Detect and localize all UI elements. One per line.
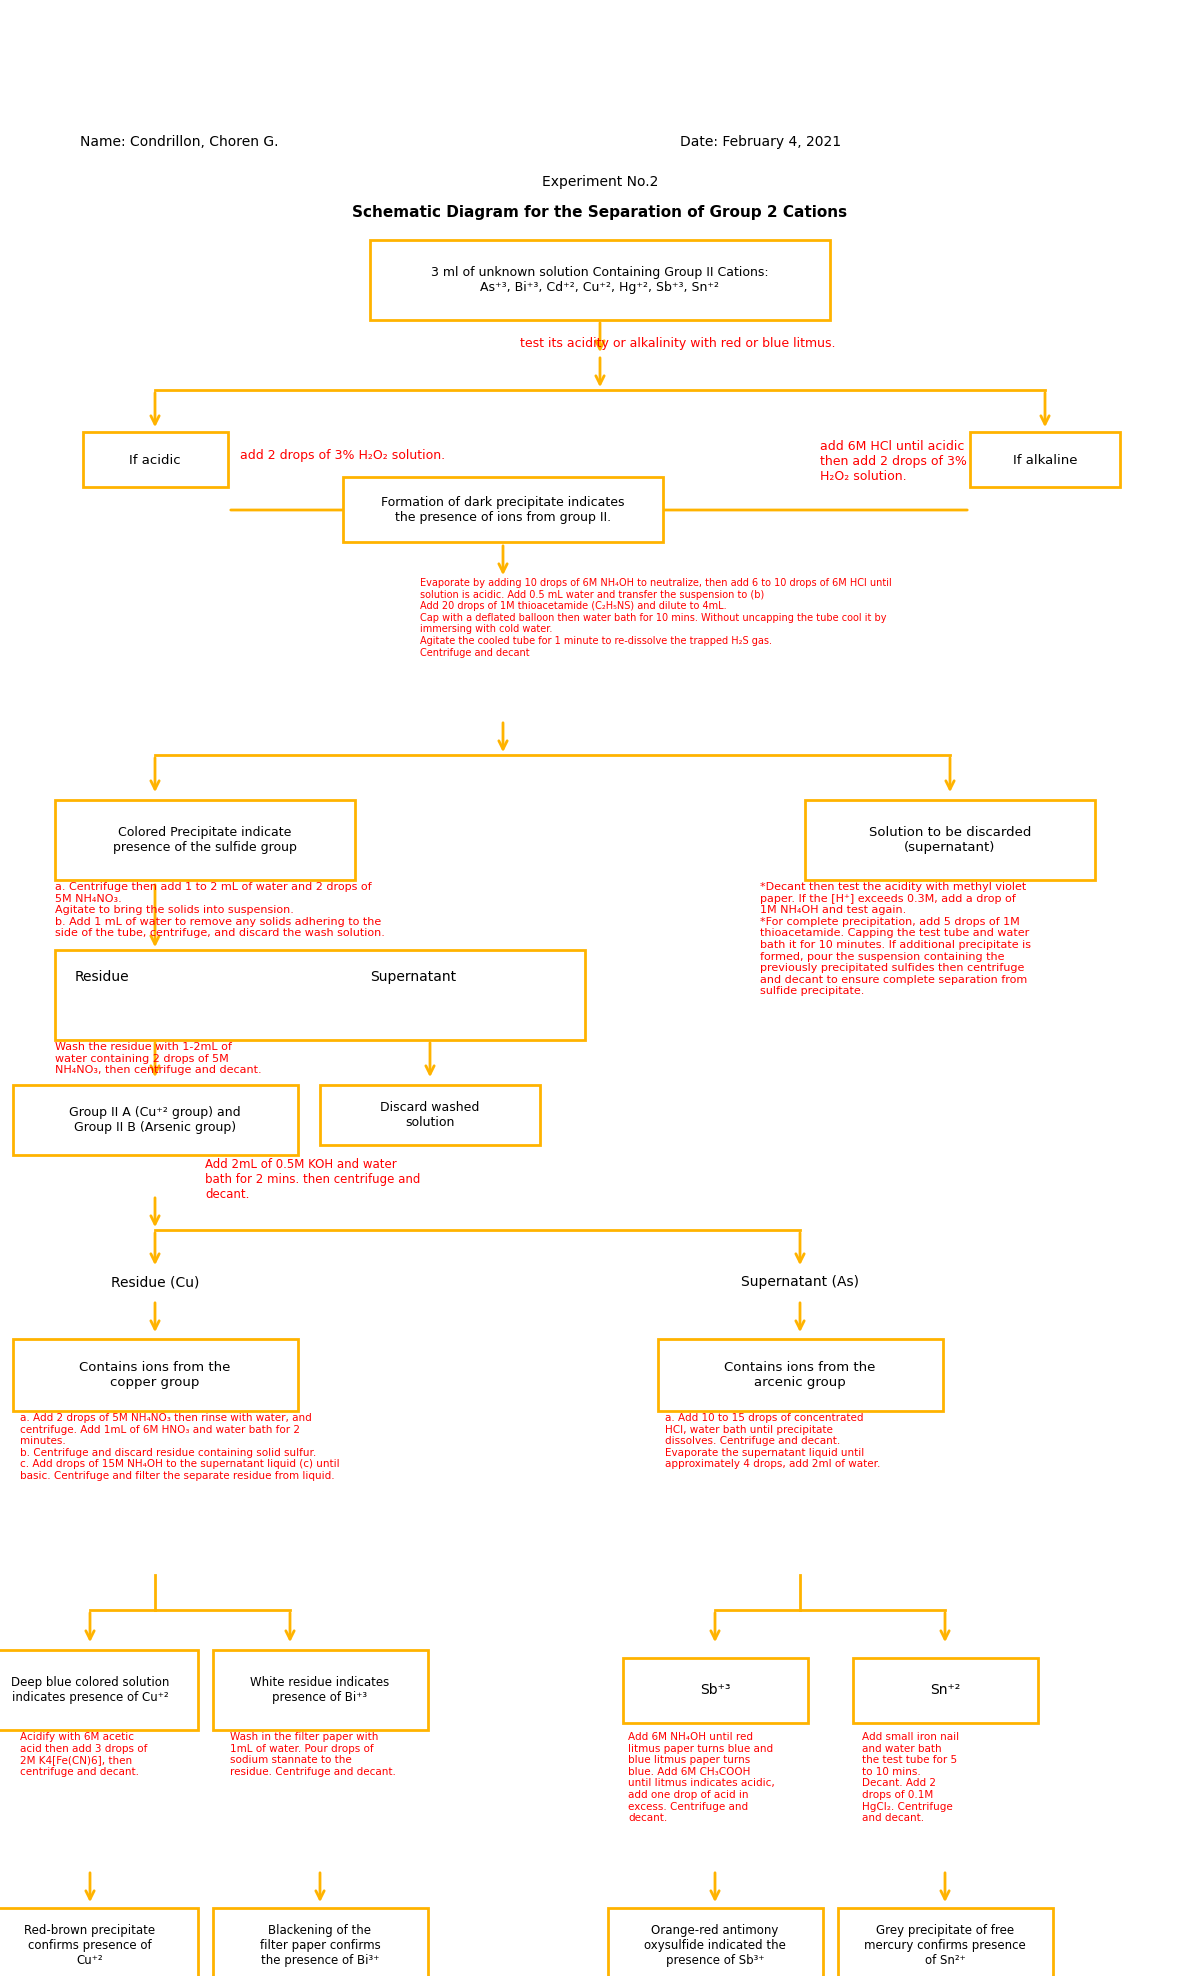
- FancyBboxPatch shape: [212, 1907, 427, 1976]
- FancyBboxPatch shape: [0, 1907, 198, 1976]
- FancyBboxPatch shape: [623, 1658, 808, 1723]
- Text: Add 2mL of 0.5M KOH and water
bath for 2 mins. then centrifuge and
decant.: Add 2mL of 0.5M KOH and water bath for 2…: [205, 1158, 420, 1201]
- FancyBboxPatch shape: [852, 1658, 1038, 1723]
- FancyBboxPatch shape: [370, 239, 830, 320]
- FancyBboxPatch shape: [212, 1650, 427, 1731]
- Text: add 6M HCl until acidic
then add 2 drops of 3%
H₂O₂ solution.: add 6M HCl until acidic then add 2 drops…: [820, 441, 967, 482]
- Text: Supernatant (As): Supernatant (As): [742, 1275, 859, 1288]
- Text: Deep blue colored solution
indicates presence of Cu⁺²: Deep blue colored solution indicates pre…: [11, 1676, 169, 1703]
- Text: White residue indicates
presence of Bi⁺³: White residue indicates presence of Bi⁺³: [251, 1676, 390, 1703]
- Text: Formation of dark precipitate indicates
the presence of ions from group II.: Formation of dark precipitate indicates …: [382, 496, 625, 524]
- Text: If alkaline: If alkaline: [1013, 454, 1078, 466]
- Text: Sn⁺²: Sn⁺²: [930, 1684, 960, 1697]
- Text: Contains ions from the
arcenic group: Contains ions from the arcenic group: [725, 1361, 876, 1389]
- Text: a. Add 10 to 15 drops of concentrated
HCl, water bath until precipitate
dissolve: a. Add 10 to 15 drops of concentrated HC…: [665, 1413, 881, 1470]
- Text: Wash in the filter paper with
1mL of water. Pour drops of
sodium stannate to the: Wash in the filter paper with 1mL of wat…: [230, 1733, 396, 1776]
- FancyBboxPatch shape: [55, 800, 355, 879]
- Text: Experiment No.2: Experiment No.2: [542, 176, 658, 190]
- FancyBboxPatch shape: [0, 1650, 198, 1731]
- Text: Residue: Residue: [74, 970, 130, 984]
- Text: Orange-red antimony
oxysulfide indicated the
presence of Sb³⁺: Orange-red antimony oxysulfide indicated…: [644, 1923, 786, 1966]
- Text: Acidify with 6M acetic
acid then add 3 drops of
2M K4[Fe(CN)6], then
centrifuge : Acidify with 6M acetic acid then add 3 d…: [20, 1733, 148, 1776]
- FancyBboxPatch shape: [343, 478, 662, 543]
- FancyBboxPatch shape: [320, 1085, 540, 1144]
- Text: Supernatant: Supernatant: [370, 970, 456, 984]
- Text: Date: February 4, 2021: Date: February 4, 2021: [680, 134, 841, 148]
- Text: Group II A (Cu⁺² group) and
Group II B (Arsenic group): Group II A (Cu⁺² group) and Group II B (…: [70, 1107, 241, 1134]
- Text: Evaporate by adding 10 drops of 6M NH₄OH to neutralize, then add 6 to 10 drops o: Evaporate by adding 10 drops of 6M NH₄OH…: [420, 579, 892, 658]
- Text: Blackening of the
filter paper confirms
the presence of Bi³⁺: Blackening of the filter paper confirms …: [259, 1923, 380, 1966]
- Text: Sb⁺³: Sb⁺³: [700, 1684, 731, 1697]
- FancyBboxPatch shape: [805, 800, 1096, 879]
- FancyBboxPatch shape: [12, 1085, 298, 1156]
- Text: Wash the residue with 1-2mL of
water containing 2 drops of 5M
NH₄NO₃, then centr: Wash the residue with 1-2mL of water con…: [55, 1041, 262, 1075]
- Text: If acidic: If acidic: [130, 454, 181, 466]
- Text: 3 ml of unknown solution Containing Group II Cations:
As⁺³, Bi⁺³, Cd⁺², Cu⁺², Hg: 3 ml of unknown solution Containing Grou…: [431, 267, 769, 294]
- Text: Schematic Diagram for the Separation of Group 2 Cations: Schematic Diagram for the Separation of …: [353, 206, 847, 219]
- FancyBboxPatch shape: [970, 433, 1120, 488]
- Text: *Decant then test the acidity with methyl violet
paper. If the [H⁺] exceeds 0.3M: *Decant then test the acidity with methy…: [760, 881, 1031, 996]
- Text: Contains ions from the
copper group: Contains ions from the copper group: [79, 1361, 230, 1389]
- FancyBboxPatch shape: [607, 1907, 822, 1976]
- FancyBboxPatch shape: [12, 1340, 298, 1411]
- Text: Add 6M NH₄OH until red
litmus paper turns blue and
blue litmus paper turns
blue.: Add 6M NH₄OH until red litmus paper turn…: [628, 1733, 775, 1824]
- Text: Name: Condrillon, Choren G.: Name: Condrillon, Choren G.: [80, 134, 278, 148]
- Text: Add small iron nail
and water bath
the test tube for 5
to 10 mins.
Decant. Add 2: Add small iron nail and water bath the t…: [862, 1733, 959, 1824]
- Text: Grey precipitate of free
mercury confirms presence
of Sn²⁺: Grey precipitate of free mercury confirm…: [864, 1923, 1026, 1966]
- Text: add 2 drops of 3% H₂O₂ solution.: add 2 drops of 3% H₂O₂ solution.: [240, 449, 445, 462]
- Text: a. Add 2 drops of 5M NH₄NO₃ then rinse with water, and
centrifuge. Add 1mL of 6M: a. Add 2 drops of 5M NH₄NO₃ then rinse w…: [20, 1413, 340, 1480]
- Text: test its acidity or alkalinity with red or blue litmus.: test its acidity or alkalinity with red …: [520, 336, 835, 350]
- FancyBboxPatch shape: [55, 950, 586, 1039]
- FancyBboxPatch shape: [838, 1907, 1052, 1976]
- FancyBboxPatch shape: [658, 1340, 942, 1411]
- Text: a. Centrifuge then add 1 to 2 mL of water and 2 drops of
5M NH₄NO₃.
Agitate to b: a. Centrifuge then add 1 to 2 mL of wate…: [55, 881, 385, 939]
- Text: Residue (Cu): Residue (Cu): [110, 1275, 199, 1288]
- FancyBboxPatch shape: [83, 433, 228, 488]
- Text: Discard washed
solution: Discard washed solution: [380, 1101, 480, 1128]
- Text: Colored Precipitate indicate
presence of the sulfide group: Colored Precipitate indicate presence of…: [113, 826, 296, 854]
- Text: Solution to be discarded
(supernatant): Solution to be discarded (supernatant): [869, 826, 1031, 854]
- Text: Red-brown precipitate
confirms presence of
Cu⁺²: Red-brown precipitate confirms presence …: [24, 1923, 156, 1966]
